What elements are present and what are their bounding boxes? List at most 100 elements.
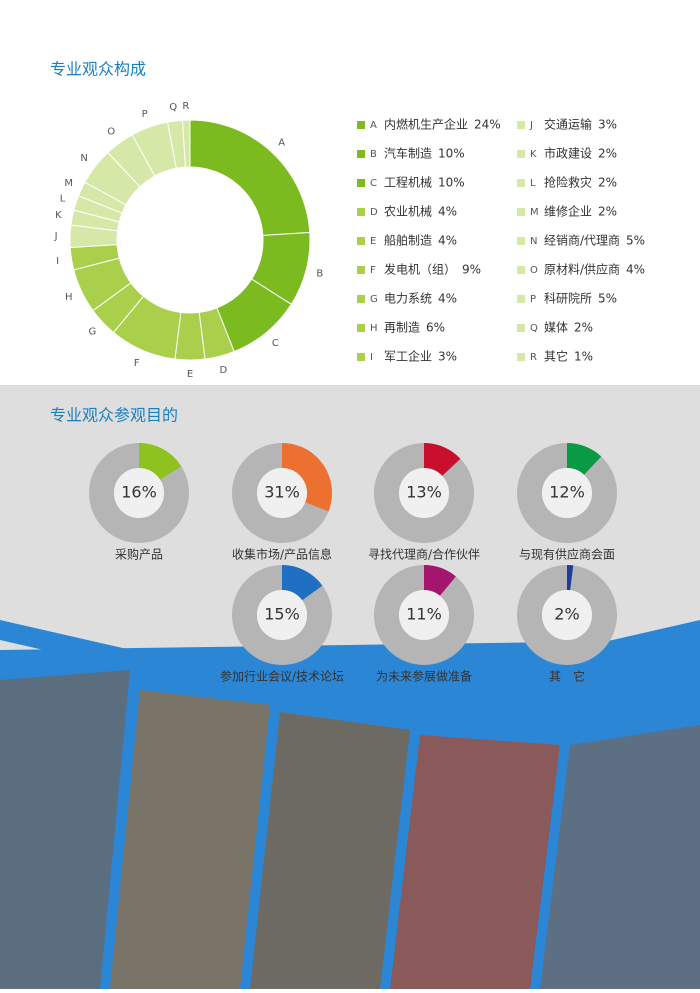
- legend-letter: N: [530, 236, 537, 247]
- legend-name: 抢险救灾: [544, 175, 592, 190]
- legend-value: 5%: [626, 234, 645, 248]
- legend-name: 交通运输: [544, 117, 592, 132]
- legend-name: 再制造: [384, 321, 420, 335]
- legend-value: 10%: [438, 147, 465, 161]
- legend-name: 汽车制造: [384, 146, 432, 161]
- gauge-center: [114, 468, 164, 518]
- legend-letter: C: [370, 178, 377, 189]
- legend-swatch: [357, 237, 365, 245]
- legend-name: 工程机械: [384, 175, 432, 190]
- legend-name: 经销商/代理商: [544, 233, 620, 248]
- legend-name: 船舶制造: [384, 233, 432, 248]
- legend-name: 内燃机生产企业: [384, 117, 468, 132]
- legend-value: 1%: [574, 350, 593, 364]
- gauge-value-label: 31%: [264, 483, 300, 502]
- legend-swatch: [517, 179, 525, 187]
- legend-value: 2%: [598, 205, 617, 219]
- legend-swatch: [357, 121, 365, 129]
- legend-value: 4%: [438, 234, 457, 248]
- legend-swatch: [357, 295, 365, 303]
- gauge-center: [257, 468, 307, 518]
- legend-value: 6%: [426, 321, 445, 335]
- slice-label: N: [80, 153, 87, 164]
- legend-value: 3%: [598, 118, 617, 132]
- section-title: 专业观众参观目的: [50, 406, 178, 425]
- legend-letter: K: [530, 149, 537, 160]
- gauge-center: [257, 590, 307, 640]
- slice-label: H: [65, 292, 73, 303]
- legend-swatch: [357, 353, 365, 361]
- photo-band: [0, 620, 700, 989]
- legend-letter: E: [370, 236, 376, 247]
- slice-label: M: [64, 178, 73, 189]
- legend-value: 10%: [438, 176, 465, 190]
- legend-swatch: [357, 208, 365, 216]
- gauge-label: 采购产品: [115, 547, 163, 562]
- gauge-value: [424, 565, 456, 596]
- gauge-value-label: 12%: [549, 483, 585, 502]
- gauge-center: [542, 468, 592, 518]
- legend-letter: D: [370, 207, 378, 218]
- gauge-center: [399, 468, 449, 518]
- gauge-value-label: 11%: [406, 605, 442, 624]
- legend-swatch: [357, 179, 365, 187]
- legend-letter: O: [530, 265, 538, 276]
- legend-swatch: [517, 266, 525, 274]
- gauge-value: [567, 443, 602, 475]
- legend-letter: P: [530, 294, 536, 305]
- gauge-label: 与现有供应商会面: [519, 547, 615, 562]
- legend-value: 4%: [438, 292, 457, 306]
- legend-letter: L: [530, 178, 536, 189]
- legend-swatch: [517, 150, 525, 158]
- legend-value: 3%: [438, 350, 457, 364]
- gauge-label: 其 它: [549, 669, 585, 684]
- slice-label: J: [54, 231, 58, 242]
- slice-label: I: [56, 256, 59, 267]
- legend-letter: F: [370, 265, 376, 276]
- legend-letter: M: [530, 207, 539, 218]
- gauge-value: [567, 565, 574, 591]
- legend-value: 4%: [438, 205, 457, 219]
- slice-label: C: [272, 338, 279, 349]
- legend-name: 农业机械: [384, 204, 432, 219]
- legend-letter: J: [529, 120, 533, 131]
- slice-label: A: [278, 137, 285, 148]
- legend-swatch: [517, 353, 525, 361]
- legend-value: 2%: [598, 147, 617, 161]
- slice-label: D: [219, 365, 227, 376]
- slice-label: R: [182, 101, 189, 112]
- legend-name: 媒体: [544, 321, 568, 335]
- legend-letter: Q: [530, 323, 538, 334]
- legend-value: 24%: [474, 118, 501, 132]
- donut-slice: [181, 119, 191, 168]
- legend-swatch: [357, 266, 365, 274]
- legend-letter: H: [370, 323, 378, 334]
- slice-label: Q: [169, 102, 177, 113]
- legend-swatch: [517, 121, 525, 129]
- legend-swatch: [517, 237, 525, 245]
- slice-label: E: [187, 369, 193, 380]
- section-title: 专业观众构成: [50, 60, 146, 79]
- slice-label: B: [316, 268, 323, 279]
- legend-letter: B: [370, 149, 377, 160]
- legend-swatch: [517, 208, 525, 216]
- gauge-center: [399, 590, 449, 640]
- slice-label: P: [142, 109, 148, 120]
- legend-value: 2%: [574, 321, 593, 335]
- legend-name: 军工企业: [384, 349, 432, 364]
- legend-value: 4%: [626, 263, 645, 277]
- legend-letter: A: [370, 120, 377, 131]
- legend-swatch: [357, 150, 365, 158]
- gauge-label: 收集市场/产品信息: [232, 547, 332, 562]
- slice-label: L: [60, 194, 66, 205]
- legend-swatch: [357, 324, 365, 332]
- legend-name: 其它: [544, 349, 568, 364]
- legend-name: 维修企业: [544, 204, 592, 219]
- gauge-value-label: 15%: [264, 605, 300, 624]
- gauge-value: [282, 443, 332, 512]
- gauge-value: [139, 443, 182, 480]
- legend-value: 2%: [598, 176, 617, 190]
- gauge-label: 为未来参展做准备: [376, 669, 472, 684]
- gauge-label: 寻找代理商/合作伙伴: [368, 547, 480, 562]
